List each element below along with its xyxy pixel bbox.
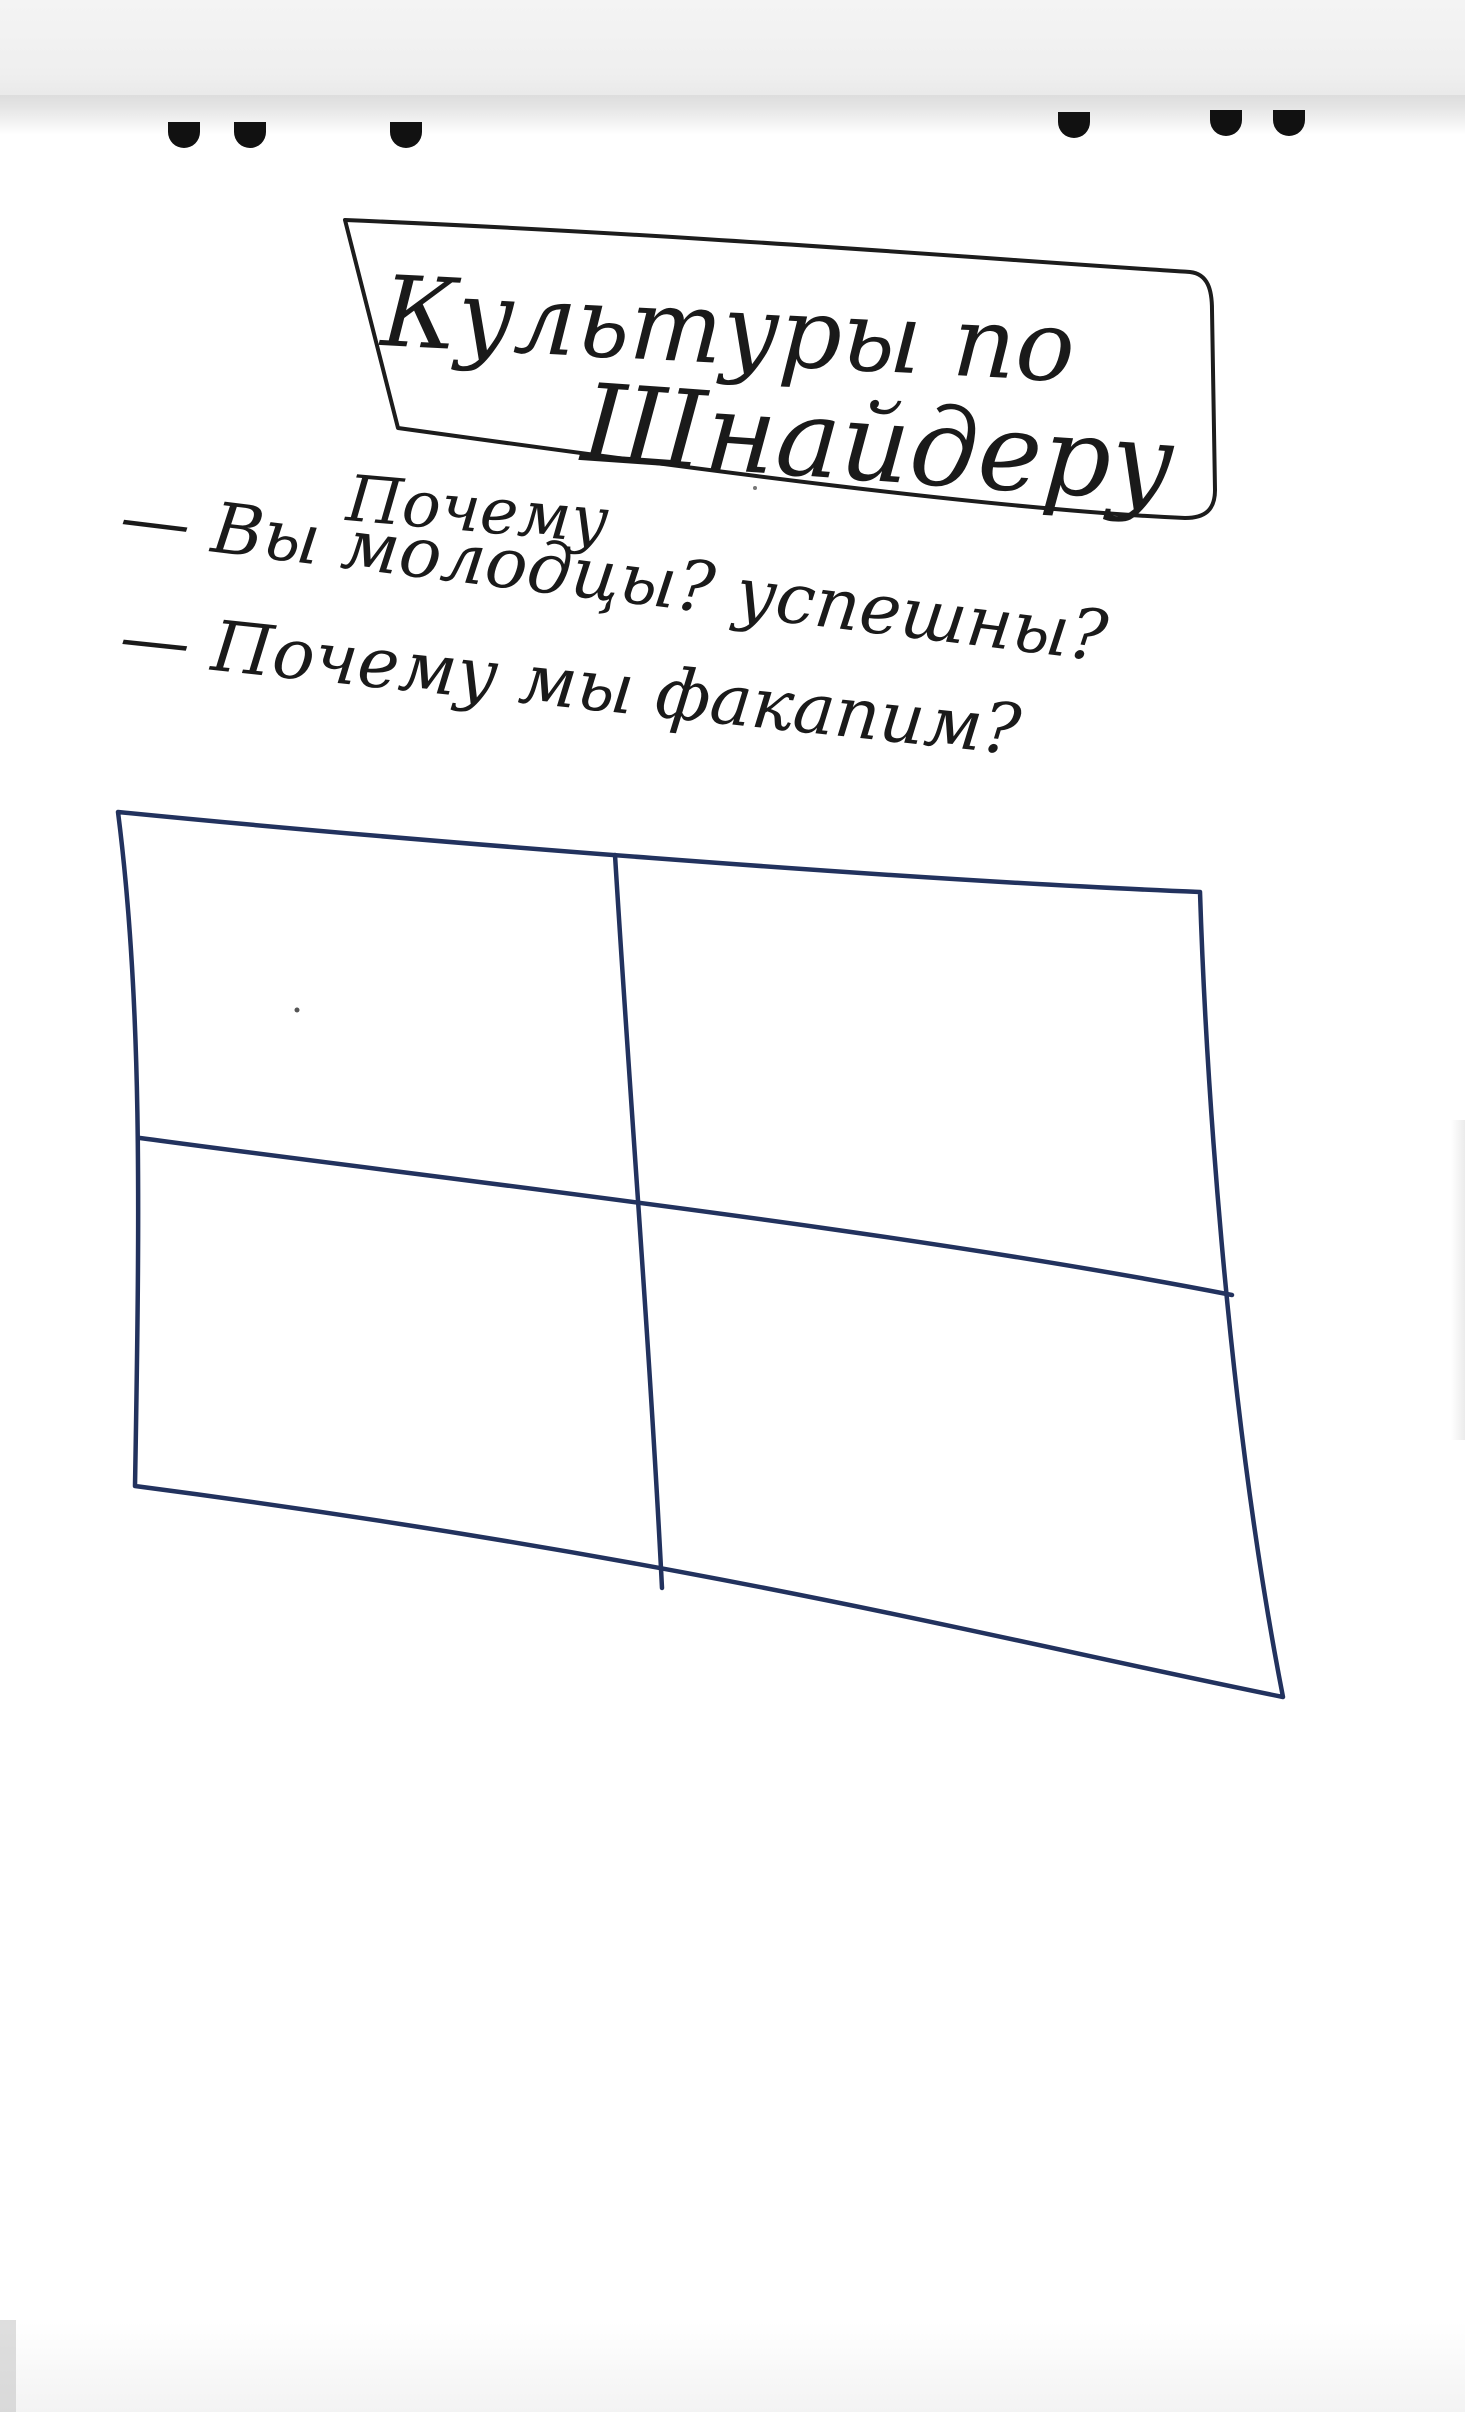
- grid-outer-frame: [115, 809, 1286, 1700]
- binding-hole: [234, 122, 266, 148]
- title-box: [343, 218, 1217, 520]
- binding-hole: [168, 122, 200, 148]
- stray-dot: [294, 1007, 300, 1013]
- sheet-bottom-edge: [0, 2322, 1465, 2412]
- binding-hole: [1210, 110, 1242, 136]
- grid-vertical-divider: [612, 852, 665, 1591]
- binding-hole: [1058, 112, 1090, 138]
- binding-hole: [1273, 110, 1305, 136]
- sheet-right-edge-shadow: [1451, 1120, 1465, 1440]
- sheet-left-edge-shadow: [0, 2320, 16, 2412]
- binding-hole: [390, 122, 422, 148]
- stray-dot: [753, 486, 757, 490]
- quadrant-grid: [115, 809, 1286, 1700]
- title-line-2: Шнайдеру: [576, 361, 1178, 527]
- grid-horizontal-divider: [137, 1135, 1235, 1298]
